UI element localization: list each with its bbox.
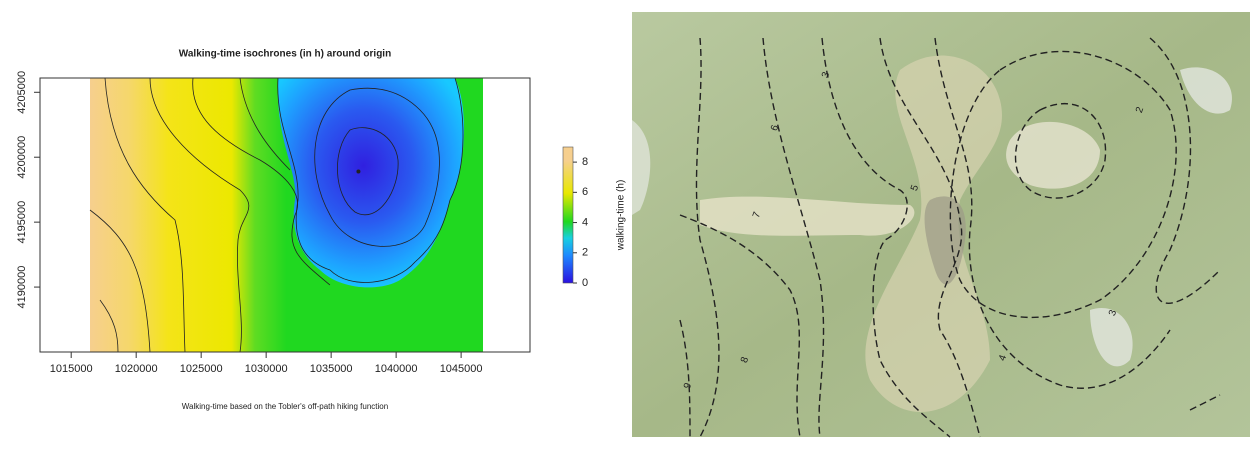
origin-point: [356, 169, 361, 174]
contour-label: 6: [769, 123, 781, 132]
colorbar-scale: [562, 146, 574, 284]
colorbar-tick-label: 0: [582, 277, 588, 289]
x-tick-label: 1035000: [310, 363, 353, 375]
colorbar-tick-label: 2: [582, 247, 588, 259]
contour-label: 2: [1134, 105, 1146, 114]
x-tick-label: 1040000: [375, 363, 418, 375]
colorbar-tick-label: 8: [582, 156, 588, 168]
contour-label: 7: [751, 210, 763, 219]
colorbar-label: walking-time (h): [616, 180, 627, 252]
map-labels: 3 6 5 7 2 3 4 8 9: [682, 70, 1146, 390]
x-tick-label: 1045000: [440, 363, 483, 375]
y-tick-label: 4205000: [16, 71, 28, 114]
y-tick-label: 4190000: [16, 266, 28, 309]
x-tick-label: 1020000: [115, 363, 158, 375]
chart-title: Walking-time isochrones (in h) around or…: [179, 49, 391, 60]
colorbar-tick-label: 4: [582, 216, 588, 228]
x-tick-label: 1025000: [180, 363, 223, 375]
colorbar: 0 2 4 6 8: [562, 146, 588, 289]
y-tick-label: 4200000: [16, 136, 28, 179]
contour-label: 4: [997, 353, 1009, 362]
colorbar-tick-label: 6: [582, 186, 588, 198]
contour-label: 3: [820, 70, 832, 79]
caption: Walking-time based on the Tobler's off-p…: [182, 402, 388, 411]
contour-label: 5: [909, 183, 921, 192]
contour-label: 3: [1107, 308, 1119, 317]
y-tick-label: 4195000: [16, 201, 28, 244]
contour-label: 8: [739, 355, 751, 364]
map: [632, 12, 1250, 438]
raster: [89, 77, 483, 353]
x-tick-label: 1015000: [50, 363, 93, 375]
x-tick-label: 1030000: [245, 363, 288, 375]
plot-frame: [39, 77, 531, 353]
contour-label: 9: [682, 381, 694, 390]
